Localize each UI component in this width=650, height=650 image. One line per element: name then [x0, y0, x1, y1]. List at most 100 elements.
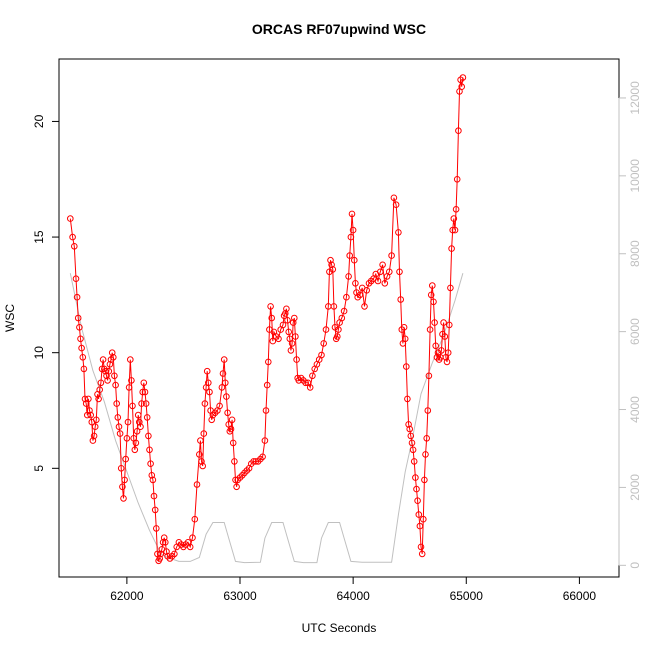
- wsc-point: [269, 337, 277, 345]
- altitude-series: [69, 273, 464, 564]
- wsc-point: [415, 511, 423, 518]
- wsc-point: [414, 497, 421, 505]
- wsc-point: [396, 268, 403, 276]
- wsc-point: [404, 395, 411, 403]
- y2-tick-label: 4000: [628, 396, 642, 423]
- wsc-point: [451, 226, 459, 234]
- wsc-point: [218, 384, 226, 391]
- wsc-point: [117, 465, 125, 472]
- wsc-point: [145, 432, 152, 440]
- wsc-point: [222, 379, 229, 387]
- chart-title: ORCAS RF07upwind WSC: [252, 21, 426, 37]
- wsc-point: [120, 495, 127, 502]
- wsc-point: [186, 543, 194, 551]
- wsc-line: [69, 77, 464, 563]
- wsc-point: [231, 458, 238, 465]
- altitude-line: [69, 273, 464, 564]
- wsc-point: [421, 476, 428, 484]
- wsc-point: [349, 226, 357, 234]
- wsc-point: [197, 437, 204, 444]
- wsc-point: [440, 319, 447, 326]
- wsc-point: [309, 372, 316, 380]
- wsc-point: [90, 432, 98, 440]
- wsc-point: [425, 372, 433, 380]
- wsc-point: [113, 400, 120, 407]
- wsc-point: [386, 268, 393, 276]
- x-tick-label: 62000: [110, 589, 144, 603]
- wsc-point: [446, 321, 453, 329]
- wsc-point: [191, 515, 199, 523]
- wsc-point: [430, 298, 437, 306]
- wsc-point: [338, 314, 346, 322]
- wsc-point: [392, 201, 400, 208]
- wsc-point: [143, 414, 151, 421]
- wsc-point: [124, 418, 132, 426]
- y2-tick-label: 8000: [628, 240, 642, 267]
- wsc-point: [77, 335, 84, 343]
- wsc-point: [119, 483, 126, 491]
- wsc-point: [201, 400, 209, 407]
- wsc-point: [291, 314, 298, 322]
- wsc-point: [427, 291, 435, 299]
- wsc-point: [407, 432, 415, 440]
- wsc-point: [219, 370, 227, 377]
- wsc-point: [153, 525, 160, 532]
- wsc-point: [459, 74, 467, 81]
- wsc-point: [123, 435, 131, 442]
- wsc-point: [346, 252, 354, 259]
- wsc-point: [262, 407, 270, 414]
- wsc-point: [348, 210, 356, 218]
- wsc-point: [250, 458, 257, 465]
- wsc-point: [85, 395, 92, 403]
- wsc-point: [268, 314, 276, 322]
- wsc-point: [447, 284, 454, 292]
- wsc-point: [96, 386, 103, 394]
- wsc-point: [448, 245, 455, 252]
- wsc-point: [282, 310, 289, 317]
- wsc-point: [374, 277, 382, 285]
- wsc-point: [443, 358, 451, 366]
- wsc-point: [408, 439, 416, 447]
- wsc-point: [417, 543, 425, 551]
- wsc-point: [151, 506, 159, 514]
- wsc-point: [200, 430, 208, 437]
- y-tick-label: 5: [32, 465, 46, 472]
- wsc-point: [199, 462, 206, 470]
- y2-axis: 0 2000 4000 6000 8000 10000 12000: [618, 81, 642, 569]
- wsc-point: [403, 363, 410, 370]
- wsc-point: [142, 400, 150, 407]
- wsc-point: [292, 333, 299, 340]
- y2-tick-label: 6000: [628, 318, 642, 345]
- wsc-point: [208, 416, 215, 424]
- wsc-point: [69, 233, 76, 241]
- wsc-point: [128, 377, 135, 384]
- wsc-point: [409, 446, 417, 454]
- wsc-point: [87, 411, 94, 419]
- wsc-point: [267, 303, 274, 310]
- wsc-point: [86, 407, 93, 414]
- wsc-point: [306, 384, 314, 391]
- wsc-point: [422, 451, 429, 458]
- wsc-point: [134, 411, 142, 419]
- wsc-point: [284, 317, 291, 324]
- wsc-point: [122, 455, 129, 463]
- wsc-point: [412, 474, 419, 481]
- wsc-point: [71, 243, 78, 250]
- wsc-point: [318, 351, 325, 359]
- wsc-point: [223, 393, 230, 400]
- wsc-point: [112, 381, 119, 389]
- wsc-point: [196, 451, 203, 458]
- wsc-point: [129, 402, 136, 410]
- wsc-point: [157, 550, 165, 558]
- wsc-point: [397, 296, 405, 303]
- wsc-point: [322, 326, 330, 333]
- wsc-point: [171, 550, 178, 558]
- wsc-point: [147, 460, 154, 468]
- wsc-point: [450, 215, 458, 222]
- y-axis-label: WSC: [3, 304, 17, 332]
- wsc-point: [347, 233, 355, 241]
- wsc-point: [388, 252, 395, 259]
- wsc-point: [137, 423, 144, 431]
- wsc-point: [189, 534, 196, 542]
